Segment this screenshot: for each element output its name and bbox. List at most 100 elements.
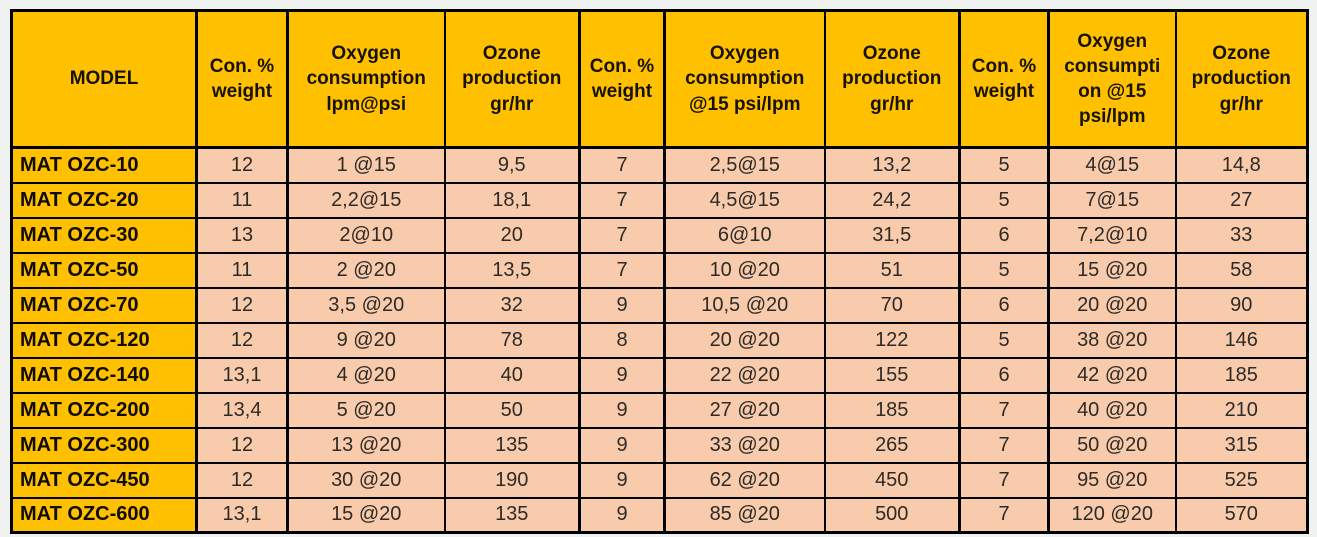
- table-row: MAT OZC-140 13,1 4 @20 40 9 22 @20 155 6 42 @20 1…: [10, 356, 1309, 394]
- data-cell: 5: [958, 146, 1050, 184]
- model-cell: MAT OZC-600: [10, 496, 198, 534]
- data-cell: 70: [823, 286, 961, 324]
- data-cell: 50 @20: [1047, 426, 1177, 464]
- data-cell: 6: [958, 286, 1050, 324]
- data-cell: 9,5: [443, 146, 581, 184]
- data-cell: 12: [195, 286, 289, 324]
- data-cell: 190: [443, 461, 581, 499]
- ozone-generator-spec-table: MODEL Con. % weight Oxygen consumption lpm…: [10, 9, 1309, 534]
- data-cell: 210: [1174, 391, 1309, 429]
- data-cell: 185: [823, 391, 961, 429]
- data-cell: 12: [195, 426, 289, 464]
- data-cell: 12: [195, 146, 289, 184]
- data-cell: 570: [1174, 496, 1309, 534]
- data-cell: 13,5: [443, 251, 581, 289]
- data-cell: 2,2@15: [286, 181, 446, 219]
- data-cell: 6: [958, 216, 1050, 254]
- data-cell: 18,1: [443, 181, 581, 219]
- data-cell: 51: [823, 251, 961, 289]
- data-cell: 7: [958, 461, 1050, 499]
- data-cell: 78: [443, 321, 581, 359]
- data-cell: 9: [578, 356, 666, 394]
- data-cell: 2@10: [286, 216, 446, 254]
- data-cell: 13: [195, 216, 289, 254]
- data-cell: 20: [443, 216, 581, 254]
- data-cell: 7: [958, 426, 1050, 464]
- model-cell: MAT OZC-200: [10, 391, 198, 429]
- data-cell: 40 @20: [1047, 391, 1177, 429]
- table-row: MAT OZC-600 13,1 15 @20 135 9 85 @20 500 7 120 @…: [10, 496, 1309, 534]
- data-cell: 95 @20: [1047, 461, 1177, 499]
- model-cell: MAT OZC-30: [10, 216, 198, 254]
- data-cell: 7,2@10: [1047, 216, 1177, 254]
- data-cell: 5: [958, 181, 1050, 219]
- data-cell: 120 @20: [1047, 496, 1177, 534]
- data-cell: 13,1: [195, 496, 289, 534]
- column-header-3: Ozone production gr/hr: [443, 9, 581, 149]
- table-row: MAT OZC-120 12 9 @20 78 8 20 @20 122 5 38 @20 146: [10, 321, 1309, 359]
- data-cell: 58: [1174, 251, 1309, 289]
- data-cell: 13,1: [195, 356, 289, 394]
- data-cell: 8: [578, 321, 666, 359]
- data-cell: 7: [958, 391, 1050, 429]
- data-cell: 9: [578, 426, 666, 464]
- data-cell: 7: [578, 251, 666, 289]
- column-header-1: Con. % weight: [195, 9, 289, 149]
- data-cell: 5 @20: [286, 391, 446, 429]
- data-cell: 32: [443, 286, 581, 324]
- header-row: MODEL Con. % weight Oxygen consumption lpm…: [10, 9, 1309, 149]
- data-cell: 13,2: [823, 146, 961, 184]
- data-cell: 4,5@15: [663, 181, 826, 219]
- data-cell: 62 @20: [663, 461, 826, 499]
- data-cell: 9: [578, 391, 666, 429]
- data-cell: 500: [823, 496, 961, 534]
- data-cell: 185: [1174, 356, 1309, 394]
- data-cell: 525: [1174, 461, 1309, 499]
- column-header-9: Ozone production gr/hr: [1174, 9, 1309, 149]
- data-cell: 33: [1174, 216, 1309, 254]
- data-cell: 22 @20: [663, 356, 826, 394]
- data-cell: 265: [823, 426, 961, 464]
- table-row: MAT OZC-200 13,4 5 @20 50 9 27 @20 185 7 40 @20 2…: [10, 391, 1309, 429]
- data-cell: 9: [578, 286, 666, 324]
- data-cell: 146: [1174, 321, 1309, 359]
- data-cell: 15 @20: [286, 496, 446, 534]
- data-cell: 2,5@15: [663, 146, 826, 184]
- data-cell: 38 @20: [1047, 321, 1177, 359]
- data-cell: 135: [443, 426, 581, 464]
- data-cell: 135: [443, 496, 581, 534]
- data-cell: 315: [1174, 426, 1309, 464]
- data-cell: 14,8: [1174, 146, 1309, 184]
- data-cell: 7@15: [1047, 181, 1177, 219]
- data-cell: 12: [195, 321, 289, 359]
- data-cell: 50: [443, 391, 581, 429]
- model-cell: MAT OZC-10: [10, 146, 198, 184]
- data-cell: 1 @15: [286, 146, 446, 184]
- data-cell: 33 @20: [663, 426, 826, 464]
- data-cell: 10 @20: [663, 251, 826, 289]
- data-cell: 90: [1174, 286, 1309, 324]
- table-body: MAT OZC-10 12 1 @15 9,5 7 2,5@15 13,2 5 4@15 14,8…: [10, 146, 1309, 534]
- data-cell: 13,4: [195, 391, 289, 429]
- model-cell: MAT OZC-20: [10, 181, 198, 219]
- data-cell: 40: [443, 356, 581, 394]
- table-row: MAT OZC-50 11 2 @20 13,5 7 10 @20 51 5 15 @20 58: [10, 251, 1309, 289]
- data-cell: 30 @20: [286, 461, 446, 499]
- data-cell: 5: [958, 251, 1050, 289]
- model-cell: MAT OZC-50: [10, 251, 198, 289]
- data-cell: 31,5: [823, 216, 961, 254]
- table-row: MAT OZC-30 13 2@10 20 7 6@10 31,5 6 7,2@10 33: [10, 216, 1309, 254]
- model-cell: MAT OZC-140: [10, 356, 198, 394]
- column-header-2: Oxygen consumption lpm@psi: [286, 9, 446, 149]
- data-cell: 2 @20: [286, 251, 446, 289]
- data-cell: 12: [195, 461, 289, 499]
- data-cell: 20 @20: [663, 321, 826, 359]
- table-row: MAT OZC-450 12 30 @20 190 9 62 @20 450 7 95 @20 5…: [10, 461, 1309, 499]
- data-cell: 155: [823, 356, 961, 394]
- column-header-7: Con. % weight: [958, 9, 1050, 149]
- data-cell: 27: [1174, 181, 1309, 219]
- data-cell: 6@10: [663, 216, 826, 254]
- data-cell: 122: [823, 321, 961, 359]
- column-header-model: MODEL: [10, 9, 198, 149]
